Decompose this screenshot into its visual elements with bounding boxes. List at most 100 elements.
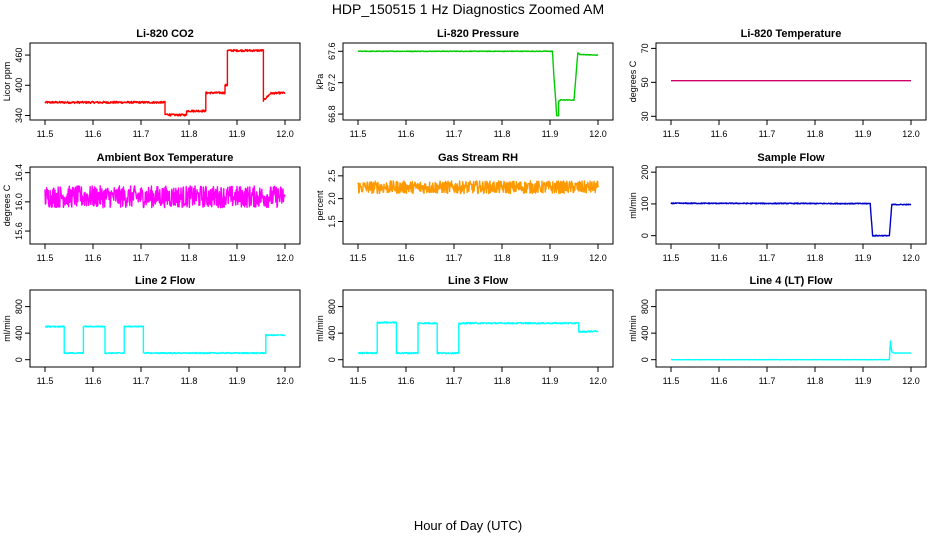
x-tick-label: 11.9 (542, 253, 559, 263)
y-tick-label: 800 (640, 299, 650, 314)
y-tick-label: 0 (640, 233, 650, 238)
y-tick-label: 16.0 (14, 193, 24, 211)
x-tick-label: 11.6 (85, 129, 102, 139)
y-axis-label: degrees C (2, 184, 12, 226)
y-tick-label: 200 (640, 165, 650, 180)
x-tick-label: 11.7 (759, 376, 776, 386)
x-tick-label: 11.8 (494, 129, 511, 139)
y-tick-label: 340 (14, 108, 24, 123)
y-tick-label: 50 (640, 77, 650, 87)
y-tick-label: 0 (327, 357, 337, 362)
y-axis-label: Licor ppm (2, 62, 12, 102)
y-tick-label: 67.6 (327, 43, 337, 61)
x-tick-label: 11.8 (181, 253, 198, 263)
series-line (44, 325, 286, 355)
x-tick-label: 12.0 (276, 376, 294, 386)
x-tick-label: 11.8 (494, 376, 511, 386)
y-tick-label: 15.6 (14, 222, 24, 240)
x-tick-label: 11.6 (711, 376, 728, 386)
x-tick-label: 11.5 (37, 253, 54, 263)
y-tick-label: 400 (14, 326, 24, 341)
panel: Li-820 CO2 11.5 11.6 11.7 11.8 11.9 12.0 340 400… (2, 28, 301, 139)
x-tick-label: 11.5 (37, 129, 54, 139)
y-tick-label: 460 (14, 48, 24, 63)
panel-title: Line 4 (LT) Flow (750, 275, 833, 287)
plot-frame (342, 166, 614, 245)
x-tick-label: 11.9 (542, 376, 559, 386)
x-tick-label: 12.0 (276, 129, 294, 139)
plot-frame (29, 42, 301, 121)
y-axis-label: ml/min (2, 315, 12, 342)
x-tick-label: 11.5 (350, 376, 367, 386)
y-tick-label: 16.4 (14, 164, 24, 182)
x-tick-label: 11.6 (85, 376, 102, 386)
x-tick-label: 11.6 (711, 129, 728, 139)
x-tick-label: 12.0 (589, 129, 607, 139)
panel: Sample Flow 11.5 11.6 11.7 11.8 11.9 12.0 0 100 2… (628, 152, 927, 263)
y-tick-label: 0 (640, 357, 650, 362)
y-axis-label: degrees C (628, 60, 638, 102)
panel: Li-820 Temperature 11.5 11.6 11.7 11.8 11.9 12… (628, 28, 927, 139)
x-tick-label: 11.7 (446, 376, 463, 386)
x-tick-label: 11.9 (229, 376, 246, 386)
panel-title: Line 3 Flow (448, 275, 508, 287)
x-tick-label: 11.7 (133, 253, 150, 263)
x-tick-label: 11.8 (807, 376, 824, 386)
x-tick-label: 11.9 (229, 253, 246, 263)
x-tick-label: 11.7 (133, 129, 150, 139)
x-tick-label: 12.0 (589, 376, 607, 386)
x-tick-label: 11.8 (181, 129, 198, 139)
panel: Line 2 Flow 11.5 11.6 11.7 11.8 11.9 12.0 0 400 8… (2, 275, 301, 386)
panel: Li-820 Pressure 11.5 11.6 11.7 11.8 11.9 12.0 6… (315, 28, 614, 139)
panel: Line 4 (LT) Flow 11.5 11.6 11.7 11.8 11.9 12.0… (628, 275, 927, 386)
y-tick-label: 400 (640, 326, 650, 341)
series-line (670, 340, 912, 361)
series-line (357, 321, 599, 355)
x-tick-label: 11.6 (711, 253, 728, 263)
x-tick-label: 11.5 (350, 129, 367, 139)
x-tick-label: 11.9 (229, 129, 246, 139)
y-tick-label: 400 (14, 78, 24, 93)
y-tick-label: 2.0 (327, 192, 337, 205)
x-tick-label: 11.8 (494, 253, 511, 263)
x-tick-label: 12.0 (902, 253, 920, 263)
x-tick-label: 11.9 (542, 129, 559, 139)
x-tick-label: 11.9 (855, 253, 872, 263)
x-tick-label: 11.5 (663, 253, 680, 263)
page-title: HDP_150515 1 Hz Diagnostics Zoomed AM (331, 1, 605, 17)
plot-frame (29, 166, 301, 245)
y-tick-label: 70 (640, 43, 650, 53)
x-tick-label: 11.5 (663, 376, 680, 386)
plot-frame (342, 289, 614, 368)
x-tick-label: 12.0 (902, 376, 920, 386)
panel-title: Gas Stream RH (438, 152, 518, 164)
series-line (357, 50, 599, 117)
y-axis-label: ml/min (628, 192, 638, 219)
y-tick-label: 30 (640, 111, 650, 121)
x-tick-label: 11.9 (855, 376, 872, 386)
y-axis-label: ml/min (315, 315, 325, 342)
y-axis-label: ml/min (628, 315, 638, 342)
panel-title: Li-820 CO2 (136, 28, 193, 40)
x-tick-label: 11.6 (85, 253, 102, 263)
x-tick-label: 11.7 (759, 129, 776, 139)
x-tick-label: 11.7 (133, 376, 150, 386)
x-tick-label: 11.9 (855, 129, 872, 139)
x-tick-label: 11.5 (37, 376, 54, 386)
series-line (44, 185, 286, 209)
panel-title: Line 2 Flow (135, 275, 195, 287)
x-tick-label: 11.8 (181, 376, 198, 386)
plot-frame (655, 289, 927, 368)
panel: Ambient Box Temperature 11.5 11.6 11.7 11.8 1… (2, 152, 301, 263)
y-axis-label: kPa (315, 74, 325, 90)
y-tick-label: 2.5 (327, 170, 337, 183)
y-tick-label: 66.8 (327, 105, 337, 123)
series-line (44, 48, 286, 117)
panel-title: Li-820 Pressure (437, 28, 519, 40)
x-tick-label: 11.6 (398, 376, 415, 386)
x-tick-label: 11.7 (446, 253, 463, 263)
y-tick-label: 400 (327, 326, 337, 341)
panel-title: Ambient Box Temperature (97, 152, 234, 164)
plot-frame (655, 166, 927, 245)
